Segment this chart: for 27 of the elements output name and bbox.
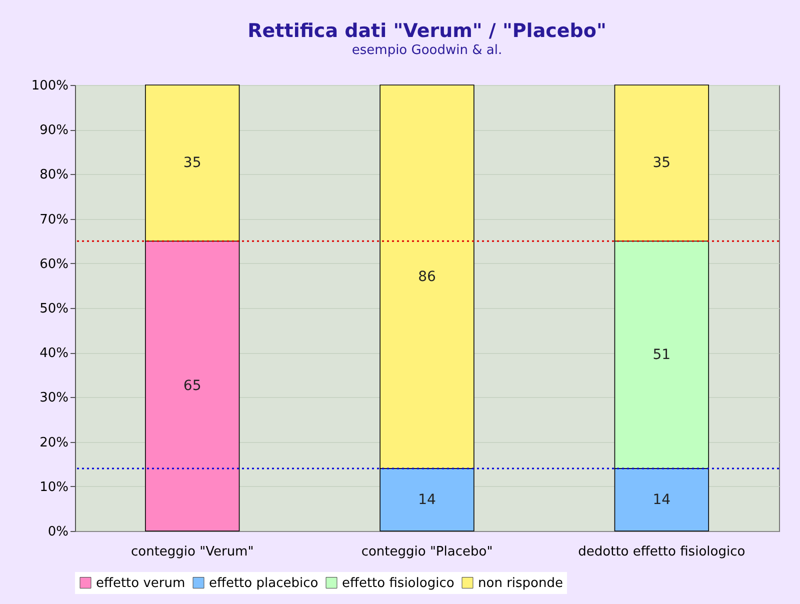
x-tick-label: conteggio "Placebo" xyxy=(361,544,493,560)
legend-label: effetto fisiologico xyxy=(342,576,454,591)
data-label: 35 xyxy=(652,155,671,172)
y-tick-label: 90% xyxy=(40,123,68,138)
y-tick-label: 20% xyxy=(40,435,68,450)
chart-title: Rettifica dati "Verum" / "Placebo" xyxy=(248,20,606,42)
legend-label: effetto verum xyxy=(96,576,186,591)
legend-label: non risponde xyxy=(478,576,563,591)
data-label: 65 xyxy=(183,378,202,394)
y-tick-label: 70% xyxy=(40,212,68,228)
x-tick-label: dedotto effetto fisiologico xyxy=(578,544,746,560)
y-tick-label: 30% xyxy=(40,390,68,406)
legend-label: effetto placebico xyxy=(209,576,318,591)
y-tick-label: 80% xyxy=(40,168,68,183)
y-tick-label: 40% xyxy=(40,346,68,362)
data-label: 14 xyxy=(418,492,436,508)
data-label: 86 xyxy=(418,268,436,285)
y-tick-label: 60% xyxy=(40,256,68,272)
x-tick-label: conteggio "Verum" xyxy=(130,544,254,560)
y-tick-label: 50% xyxy=(40,302,68,316)
y-tick-label: 10% xyxy=(40,480,68,495)
y-tick-label: 0% xyxy=(48,524,68,540)
data-label: 35 xyxy=(183,155,202,172)
data-label: 51 xyxy=(652,346,671,363)
y-tick-label: 100% xyxy=(31,78,68,94)
data-label: 14 xyxy=(652,492,671,508)
chart-subtitle: esempio Goodwin & al. xyxy=(352,43,502,58)
